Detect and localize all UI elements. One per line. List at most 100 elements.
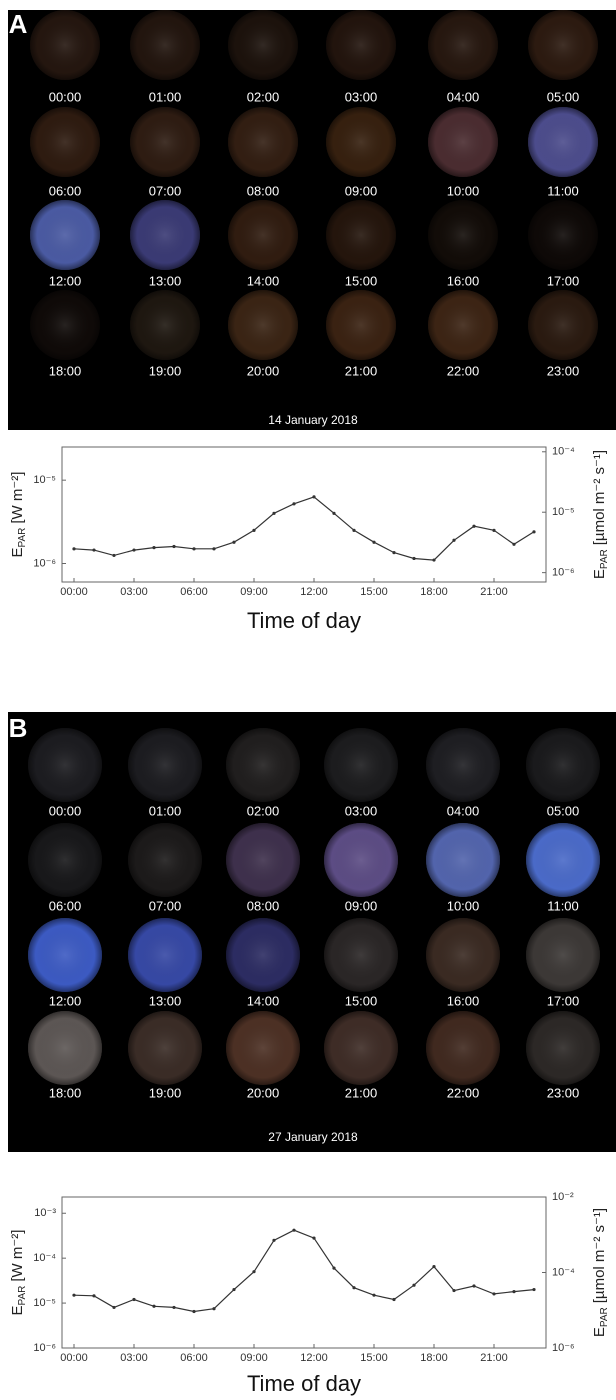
image-time-label: 14:00: [247, 993, 280, 1008]
panel-letter: B: [9, 713, 28, 743]
axis-label: EPAR [µmol m⁻² s⁻¹]: [591, 1208, 610, 1337]
axis-label: EPAR [µmol m⁻² s⁻¹]: [591, 450, 610, 579]
image-time-label: 10:00: [447, 183, 480, 198]
image-time-label: 08:00: [247, 898, 280, 913]
y2-tick-label: 10⁻⁶: [552, 1342, 575, 1354]
sky-image-shade: [526, 918, 600, 992]
x-tick-label: 15:00: [360, 586, 388, 598]
plot-frame: [61, 446, 547, 583]
image-time-label: 09:00: [345, 898, 378, 913]
image-time-label: 06:00: [49, 183, 82, 198]
sky-image-shade: [426, 823, 500, 897]
sky-image-shade: [128, 728, 202, 802]
data-point: [312, 1236, 316, 1240]
image-time-label: 18:00: [49, 363, 82, 378]
image-time-label: 19:00: [149, 1085, 182, 1100]
data-point: [252, 1270, 256, 1274]
data-point: [112, 1305, 116, 1310]
axis-label: EPAR [W m⁻²]: [9, 472, 28, 558]
sky-image-shade: [526, 1011, 600, 1085]
data-point: [272, 1238, 276, 1242]
data-point: [192, 1309, 196, 1314]
data-point: [472, 524, 476, 528]
sky-image-shade: [326, 290, 396, 360]
axis-label-main: E: [9, 1305, 26, 1315]
data-point: [292, 502, 296, 506]
y-tick-label: 10⁻⁴: [33, 1252, 56, 1264]
x-tick-label: 12:00: [300, 586, 328, 598]
x-tick-label: 06:00: [180, 1352, 208, 1364]
image-time-label: 07:00: [149, 898, 182, 913]
image-time-label: 01:00: [149, 89, 182, 104]
x-tick-label: 18:00: [420, 1352, 448, 1364]
sky-image-shade: [30, 10, 100, 80]
sky-image-shade: [228, 10, 298, 80]
sky-image-shade: [30, 290, 100, 360]
image-time-label: 23:00: [547, 363, 580, 378]
data-point: [232, 1287, 236, 1292]
y-tick-label: 10⁻⁵: [33, 1297, 56, 1309]
image-time-label: 01:00: [149, 803, 182, 818]
image-time-label: 14:00: [247, 273, 280, 288]
sky-image-shade: [324, 1011, 398, 1085]
image-time-label: 00:00: [49, 803, 82, 818]
sky-image-shade: [226, 823, 300, 897]
x-tick-label: 00:00: [60, 586, 88, 598]
image-time-label: 08:00: [247, 183, 280, 198]
data-point: [432, 558, 436, 562]
image-time-label: 12:00: [49, 993, 82, 1008]
image-time-label: 06:00: [49, 898, 82, 913]
data-point: [472, 1284, 476, 1288]
axis-label-unit: [µmol m⁻² s⁻¹]: [591, 1208, 608, 1303]
data-point: [72, 1293, 76, 1297]
sky-image-shade: [128, 918, 202, 992]
x-tick-label: 03:00: [120, 586, 148, 598]
image-panel-background: [8, 10, 616, 430]
image-time-label: 22:00: [447, 363, 480, 378]
sky-image-shade: [526, 823, 600, 897]
sky-image-shade: [428, 10, 498, 80]
sky-image-shade: [426, 728, 500, 802]
image-time-label: 03:00: [345, 803, 378, 818]
sky-image-shade: [228, 107, 298, 177]
sky-image-shade: [426, 918, 500, 992]
axis-label: EPAR [W m⁻²]: [9, 1230, 28, 1316]
sky-image-shade: [326, 10, 396, 80]
sky-image-shade: [28, 918, 102, 992]
data-point: [332, 1266, 336, 1270]
sky-image-shade: [528, 200, 598, 270]
sky-image-shade: [130, 10, 200, 80]
x-tick-label: 06:00: [180, 586, 208, 598]
sky-image-shade: [428, 200, 498, 270]
sky-image-shade: [128, 823, 202, 897]
image-time-label: 17:00: [547, 273, 580, 288]
sky-image-shade: [428, 107, 498, 177]
data-point: [332, 511, 336, 515]
axis-label-subscript: PAR: [17, 528, 28, 548]
data-point: [492, 1292, 496, 1296]
axis-label-main: E: [9, 547, 26, 557]
data-point: [512, 1290, 516, 1294]
sky-image-shade: [130, 290, 200, 360]
sky-image-shade: [324, 918, 398, 992]
data-point: [412, 556, 416, 561]
data-point: [352, 1286, 356, 1290]
sky-image-shade: [226, 1011, 300, 1085]
image-time-label: 17:00: [547, 993, 580, 1008]
panel-date: 27 January 2018: [268, 1130, 358, 1144]
sky-image-shade: [130, 200, 200, 270]
axis-label-subscript: PAR: [599, 549, 610, 569]
data-point: [492, 528, 496, 532]
image-time-label: 12:00: [49, 273, 82, 288]
axis-label-unit: [W m⁻²]: [9, 472, 26, 524]
data-point: [152, 546, 156, 550]
axis-label-subscript: PAR: [599, 1307, 610, 1327]
y2-tick-label: 10⁻⁶: [552, 567, 575, 579]
data-point: [532, 530, 536, 534]
sky-image-shade: [130, 107, 200, 177]
x-tick-label: 03:00: [120, 1352, 148, 1364]
data-point: [192, 547, 196, 551]
image-time-label: 20:00: [247, 363, 280, 378]
sky-image-shade: [324, 728, 398, 802]
